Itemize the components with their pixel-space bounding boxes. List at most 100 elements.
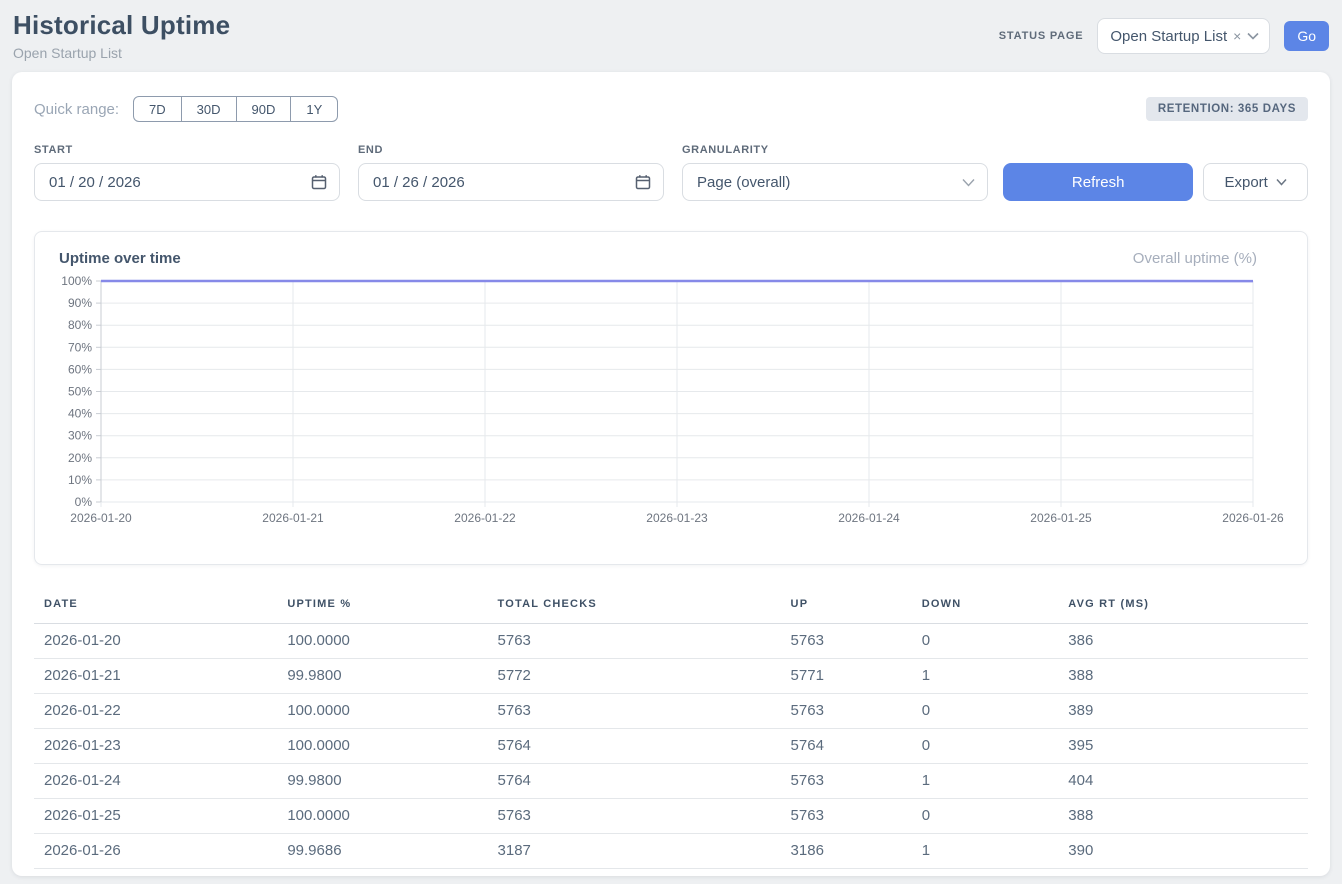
- column-header: TOTAL CHECKS: [488, 589, 781, 624]
- page-header: Historical Uptime Open Startup List STAT…: [0, 0, 1342, 61]
- svg-text:2026-01-20: 2026-01-20: [70, 511, 132, 525]
- table-cell: 388: [1058, 659, 1308, 694]
- table-cell: 2026-01-25: [34, 799, 277, 834]
- export-label: Export: [1224, 174, 1267, 191]
- column-header: AVG RT (MS): [1058, 589, 1308, 624]
- uptime-chart-card: Uptime over time Overall uptime (%) 0%10…: [34, 231, 1308, 565]
- start-label: START: [34, 144, 340, 156]
- chart-header: Uptime over time Overall uptime (%): [57, 250, 1285, 267]
- calendar-icon[interactable]: [635, 174, 651, 190]
- table-row: 2026-01-23100.0000576457640395: [34, 729, 1308, 764]
- table-cell: 100.0000: [277, 729, 487, 764]
- table-cell: 5763: [781, 799, 912, 834]
- svg-text:40%: 40%: [68, 407, 92, 421]
- table-cell: 2026-01-26: [34, 834, 277, 869]
- end-date-input[interactable]: 01 / 26 / 2026: [358, 163, 664, 201]
- table-cell: 2026-01-23: [34, 729, 277, 764]
- table-cell: 5763: [488, 694, 781, 729]
- page-title: Historical Uptime: [13, 10, 230, 41]
- table-header-row: DATEUPTIME %TOTAL CHECKSUPDOWNAVG RT (MS…: [34, 589, 1308, 624]
- svg-text:2026-01-25: 2026-01-25: [1030, 511, 1092, 525]
- table-cell: 3186: [781, 834, 912, 869]
- page-subtitle: Open Startup List: [13, 45, 230, 61]
- table-cell: 99.9800: [277, 764, 487, 799]
- svg-text:50%: 50%: [68, 385, 92, 399]
- table-cell: 2026-01-21: [34, 659, 277, 694]
- historical-uptime-page: Historical Uptime Open Startup List STAT…: [0, 0, 1342, 884]
- quick-range-1y-button[interactable]: 1Y: [291, 96, 338, 122]
- svg-text:80%: 80%: [68, 318, 92, 332]
- table-cell: 5772: [488, 659, 781, 694]
- uptime-line-chart: 0%10%20%30%40%50%60%70%80%90%100%2026-01…: [57, 269, 1285, 551]
- table-cell: 5763: [781, 764, 912, 799]
- column-header: DOWN: [912, 589, 1059, 624]
- table-cell: 5763: [488, 799, 781, 834]
- svg-text:2026-01-26: 2026-01-26: [1222, 511, 1284, 525]
- start-date-field: START 01 / 20 / 2026: [34, 144, 340, 201]
- granularity-field: GRANULARITY Page (overall): [682, 144, 988, 201]
- end-label: END: [358, 144, 664, 156]
- chevron-down-icon: [962, 178, 975, 187]
- column-header: UPTIME %: [277, 589, 487, 624]
- table-cell: 386: [1058, 624, 1308, 659]
- svg-text:2026-01-23: 2026-01-23: [646, 511, 708, 525]
- table-cell: 404: [1058, 764, 1308, 799]
- chart-title: Uptime over time: [57, 250, 181, 267]
- end-date-value: 01 / 26 / 2026: [373, 174, 635, 191]
- table-cell: 2026-01-20: [34, 624, 277, 659]
- quick-range-30d-button[interactable]: 30D: [182, 96, 237, 122]
- table-cell: 389: [1058, 694, 1308, 729]
- table-cell: 0: [912, 799, 1059, 834]
- quick-range-row: Quick range: 7D30D90D1Y RETENTION: 365 D…: [34, 96, 1308, 122]
- export-button[interactable]: Export: [1203, 163, 1308, 201]
- chevron-down-icon: [1276, 178, 1287, 186]
- quick-range-7d-button[interactable]: 7D: [133, 96, 182, 122]
- table-cell: 5763: [781, 694, 912, 729]
- status-page-select[interactable]: Open Startup List ×: [1097, 18, 1270, 54]
- go-button[interactable]: Go: [1284, 21, 1329, 51]
- table-row: 2026-01-2499.9800576457631404: [34, 764, 1308, 799]
- svg-text:20%: 20%: [68, 451, 92, 465]
- table-cell: 100.0000: [277, 799, 487, 834]
- start-date-input[interactable]: 01 / 20 / 2026: [34, 163, 340, 201]
- table-cell: 390: [1058, 834, 1308, 869]
- table-cell: 5764: [781, 729, 912, 764]
- table-cell: 2026-01-22: [34, 694, 277, 729]
- filters-row: START 01 / 20 / 2026 END 01 / 26 / 2026 …: [34, 144, 1308, 201]
- column-header: UP: [781, 589, 912, 624]
- quick-range-label: Quick range:: [34, 101, 119, 118]
- table-cell: 395: [1058, 729, 1308, 764]
- clear-selection-icon[interactable]: ×: [1233, 28, 1241, 44]
- table-cell: 0: [912, 694, 1059, 729]
- status-page-controls: STATUS PAGE Open Startup List × Go: [999, 18, 1329, 54]
- table-cell: 99.9800: [277, 659, 487, 694]
- table-cell: 5763: [488, 624, 781, 659]
- svg-text:70%: 70%: [68, 340, 92, 354]
- start-date-value: 01 / 20 / 2026: [49, 174, 311, 191]
- table-cell: 1: [912, 834, 1059, 869]
- table-cell: 100.0000: [277, 694, 487, 729]
- status-page-selected-value: Open Startup List: [1110, 28, 1227, 45]
- table-row: 2026-01-2199.9800577257711388: [34, 659, 1308, 694]
- svg-text:2026-01-24: 2026-01-24: [838, 511, 900, 525]
- table-cell: 0: [912, 729, 1059, 764]
- table-cell: 5764: [488, 729, 781, 764]
- calendar-icon[interactable]: [311, 174, 327, 190]
- table-cell: 3187: [488, 834, 781, 869]
- table-row: 2026-01-20100.0000576357630386: [34, 624, 1308, 659]
- table-row: 2026-01-2699.9686318731861390: [34, 834, 1308, 869]
- title-block: Historical Uptime Open Startup List: [13, 10, 230, 61]
- table-cell: 0: [912, 624, 1059, 659]
- end-date-field: END 01 / 26 / 2026: [358, 144, 664, 201]
- table-cell: 5771: [781, 659, 912, 694]
- main-panel: Quick range: 7D30D90D1Y RETENTION: 365 D…: [12, 72, 1330, 876]
- status-page-label: STATUS PAGE: [999, 30, 1084, 42]
- table-cell: 99.9686: [277, 834, 487, 869]
- quick-range-group: 7D30D90D1Y: [133, 96, 338, 122]
- granularity-select[interactable]: Page (overall): [682, 163, 988, 201]
- refresh-button[interactable]: Refresh: [1003, 163, 1193, 201]
- table-cell: 388: [1058, 799, 1308, 834]
- column-header: DATE: [34, 589, 277, 624]
- quick-range-90d-button[interactable]: 90D: [237, 96, 292, 122]
- table-cell: 100.0000: [277, 624, 487, 659]
